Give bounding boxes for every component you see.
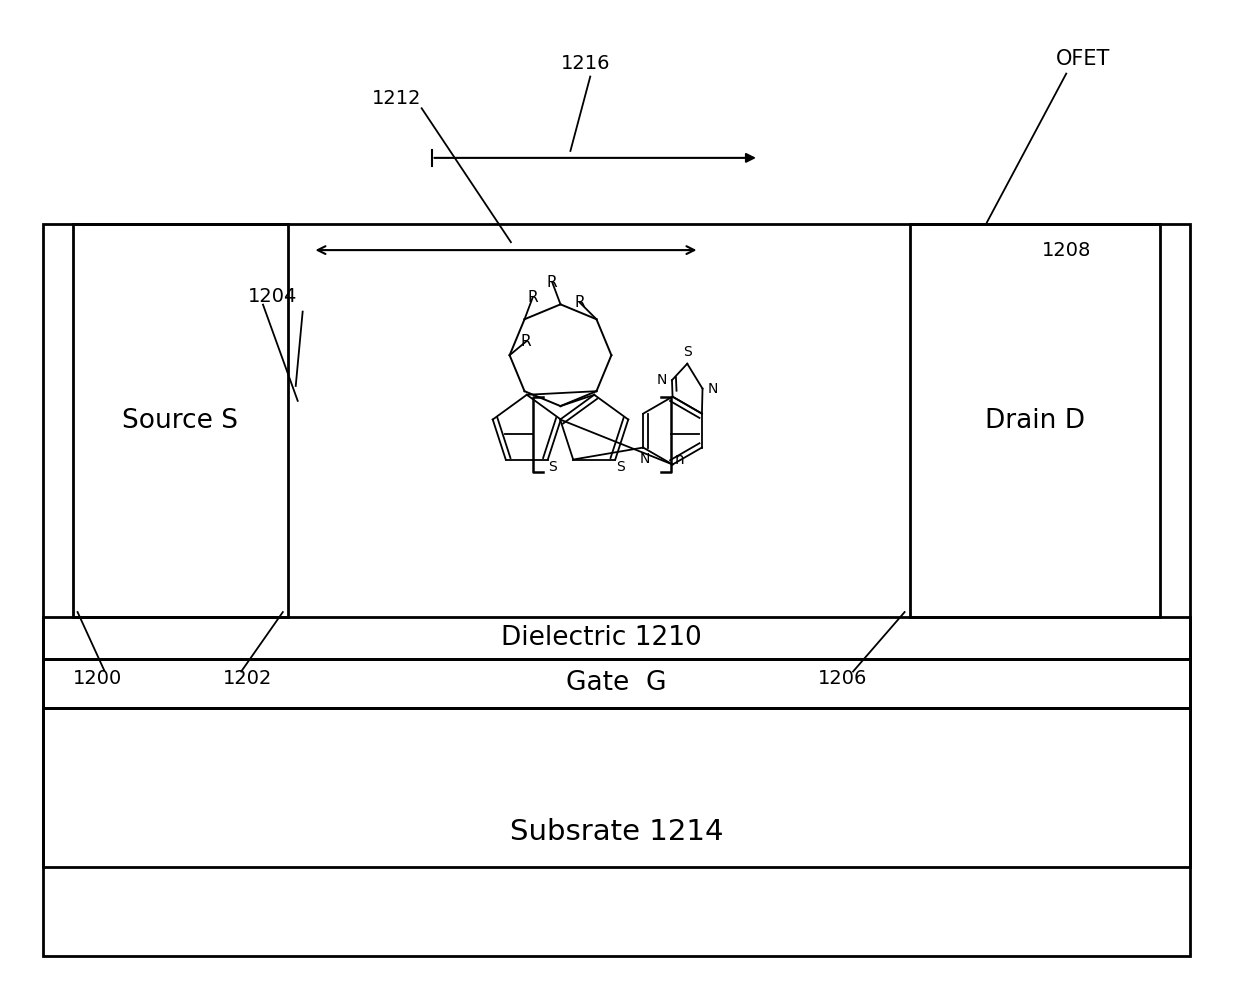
Text: R: R — [574, 295, 585, 310]
Text: 1206: 1206 — [818, 669, 868, 688]
Text: Subsrate 1214: Subsrate 1214 — [510, 818, 723, 846]
Text: N: N — [657, 373, 667, 387]
Text: OFET: OFET — [1056, 49, 1111, 69]
Text: R: R — [547, 274, 558, 289]
Text: N: N — [707, 381, 718, 395]
Text: Dielectric 1210: Dielectric 1210 — [501, 625, 702, 651]
Text: Drain D: Drain D — [985, 407, 1085, 433]
Text: S: S — [683, 344, 692, 358]
Text: R: R — [527, 289, 538, 304]
Text: S: S — [616, 460, 625, 474]
Text: 1216: 1216 — [560, 54, 610, 73]
Text: Source S: Source S — [123, 407, 238, 433]
Text: S: S — [548, 460, 557, 474]
Text: 1212: 1212 — [372, 89, 422, 108]
Text: 1208: 1208 — [1042, 240, 1091, 259]
Text: n: n — [675, 452, 684, 467]
Text: R: R — [521, 334, 532, 348]
Text: 1204: 1204 — [248, 287, 298, 306]
Text: 1200: 1200 — [73, 669, 122, 688]
Text: Gate  G: Gate G — [567, 671, 667, 697]
Text: 1202: 1202 — [223, 669, 273, 688]
Text: N: N — [640, 452, 650, 466]
